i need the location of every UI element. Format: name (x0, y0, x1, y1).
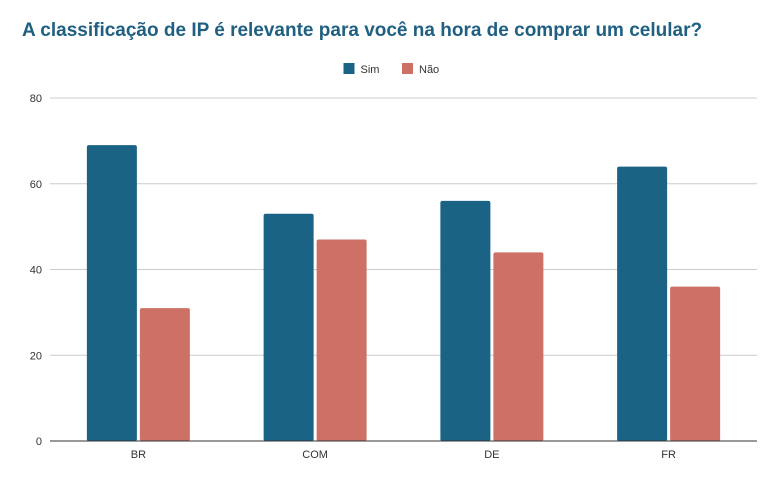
y-tick-label: 80 (30, 93, 42, 105)
y-tick-label: 60 (30, 179, 42, 191)
x-tick-label: COM (302, 449, 328, 461)
bar-sim-fr (617, 166, 668, 441)
x-tick-label: FR (661, 449, 676, 461)
y-tick-label: 40 (30, 265, 42, 277)
bar-nao-fr (670, 286, 721, 441)
y-tick-label: 20 (30, 350, 42, 362)
bar-nao-de (493, 252, 544, 441)
y-tick-label: 0 (36, 436, 42, 448)
chart-title: A classificação de IP é relevante para v… (22, 20, 703, 41)
legend-label-nao: Não (419, 64, 439, 76)
x-tick-label: DE (484, 449, 499, 461)
bar-sim-de (440, 200, 491, 441)
legend-swatch-nao (402, 63, 413, 74)
bar-nao-br (139, 308, 190, 441)
legend-swatch-sim (343, 63, 355, 74)
x-tick-label: BR (131, 449, 146, 461)
bar-sim-com (263, 213, 314, 441)
legend-label-sim: Sim (361, 64, 380, 76)
bar-nao-com (316, 239, 367, 441)
bar-sim-br (86, 145, 137, 441)
